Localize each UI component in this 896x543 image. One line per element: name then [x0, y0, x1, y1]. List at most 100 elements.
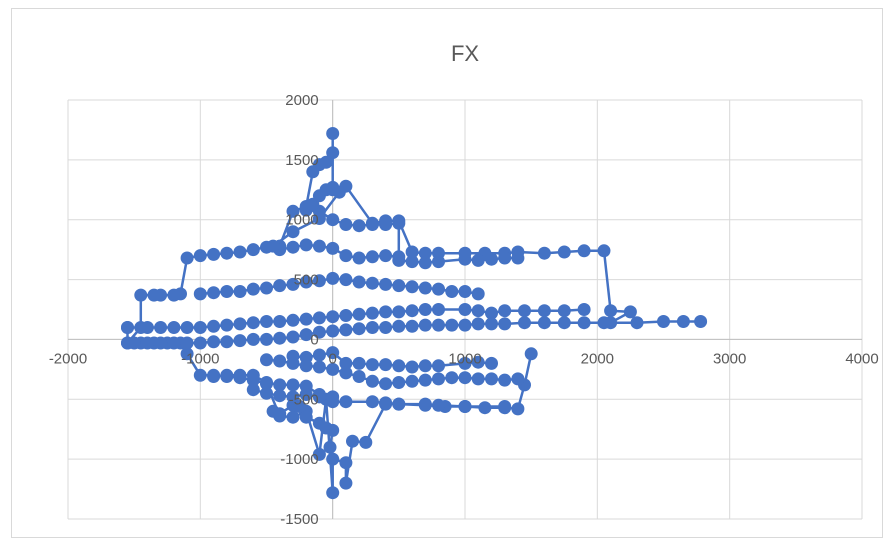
data-point: [299, 275, 313, 289]
data-point: [312, 212, 326, 225]
data-point: [405, 360, 419, 374]
data-point: [233, 334, 247, 348]
series-line: [134, 321, 604, 345]
data-point: [286, 225, 300, 239]
x-tick-label: 4000: [845, 350, 878, 367]
data-point: [365, 358, 379, 372]
data-point: [392, 216, 406, 230]
y-tick-label: 0: [310, 331, 318, 348]
data-point: [557, 304, 571, 318]
data-point: [418, 359, 432, 373]
data-point: [577, 244, 591, 258]
data-point: [471, 287, 485, 301]
y-tick-label: -500: [289, 391, 319, 408]
data-point: [352, 356, 366, 370]
data-point: [273, 331, 287, 345]
data-point: [312, 239, 326, 253]
y-tick-label: 1500: [285, 152, 318, 169]
data-point: [339, 395, 353, 409]
data-point: [352, 275, 366, 289]
data-point: [392, 279, 406, 293]
data-point: [537, 246, 551, 260]
data-point: [379, 321, 393, 334]
data-point: [379, 249, 393, 263]
data-point: [676, 315, 690, 328]
x-tick-label: 1000: [448, 350, 481, 367]
data-point: [518, 316, 531, 330]
y-tick-label: 1000: [285, 212, 318, 229]
data-point: [154, 288, 168, 302]
data-point: [432, 303, 445, 316]
data-point: [207, 335, 221, 349]
data-point: [326, 346, 340, 360]
data-point: [207, 247, 221, 261]
y-tick-label: -1500: [280, 511, 318, 528]
data-point: [326, 310, 340, 324]
data-point: [180, 321, 194, 334]
data-point: [485, 356, 498, 370]
data-point: [379, 277, 393, 291]
data-point: [498, 373, 512, 387]
data-point: [365, 321, 379, 334]
data-point: [405, 304, 419, 318]
data-point: [339, 309, 353, 322]
data-point: [299, 312, 313, 326]
data-point: [365, 218, 379, 231]
data-point: [286, 313, 300, 327]
data-point: [623, 305, 637, 319]
x-tick-label: 0: [328, 350, 336, 367]
data-point: [485, 317, 498, 331]
data-point: [246, 282, 260, 296]
data-point: [134, 288, 148, 302]
data-point: [346, 434, 359, 448]
data-point: [458, 252, 472, 266]
data-point: [273, 378, 287, 392]
data-point: [220, 335, 234, 349]
data-point: [418, 373, 432, 387]
data-point: [498, 304, 512, 318]
data-point: [339, 456, 353, 470]
data-point: [597, 244, 611, 258]
data-point: [167, 336, 181, 350]
data-point: [260, 281, 273, 295]
data-point: [233, 368, 247, 382]
data-point: [418, 246, 432, 260]
data-point: [233, 285, 247, 298]
data-point: [597, 316, 611, 330]
data-point: [557, 316, 571, 330]
y-tick-label: -1000: [280, 451, 318, 468]
data-point: [339, 218, 353, 231]
y-tick-label: 2000: [285, 92, 318, 109]
data-point: [326, 423, 340, 437]
data-point: [193, 336, 207, 350]
data-point: [326, 213, 340, 227]
data-point: [511, 372, 525, 386]
data-point: [273, 279, 287, 293]
data-point: [604, 304, 618, 318]
data-point: [293, 400, 307, 413]
data-point: [286, 330, 300, 344]
data-point: [207, 370, 221, 383]
tick-labels: -2000 -1000 0 1000 2000 3000 4000 -1500 -1000 -50…: [49, 92, 879, 528]
data-point: [193, 368, 207, 382]
data-point: [432, 282, 445, 296]
data-point: [286, 277, 300, 291]
data-point: [339, 323, 353, 337]
data-point: [365, 374, 379, 388]
data-point: [286, 356, 300, 370]
data-point: [299, 410, 313, 424]
data-point: [312, 348, 326, 362]
data-point: [392, 397, 406, 411]
data-point: [180, 347, 194, 361]
data-point: [299, 359, 313, 373]
data-point: [471, 355, 485, 369]
data-point: [498, 251, 512, 265]
data-point: [326, 486, 340, 500]
data-point: [432, 255, 445, 269]
data-point: [273, 315, 287, 328]
data-point: [121, 321, 134, 334]
data-point: [352, 370, 366, 383]
data-point: [167, 321, 181, 334]
data-point: [471, 317, 485, 331]
data-series: [121, 127, 708, 500]
